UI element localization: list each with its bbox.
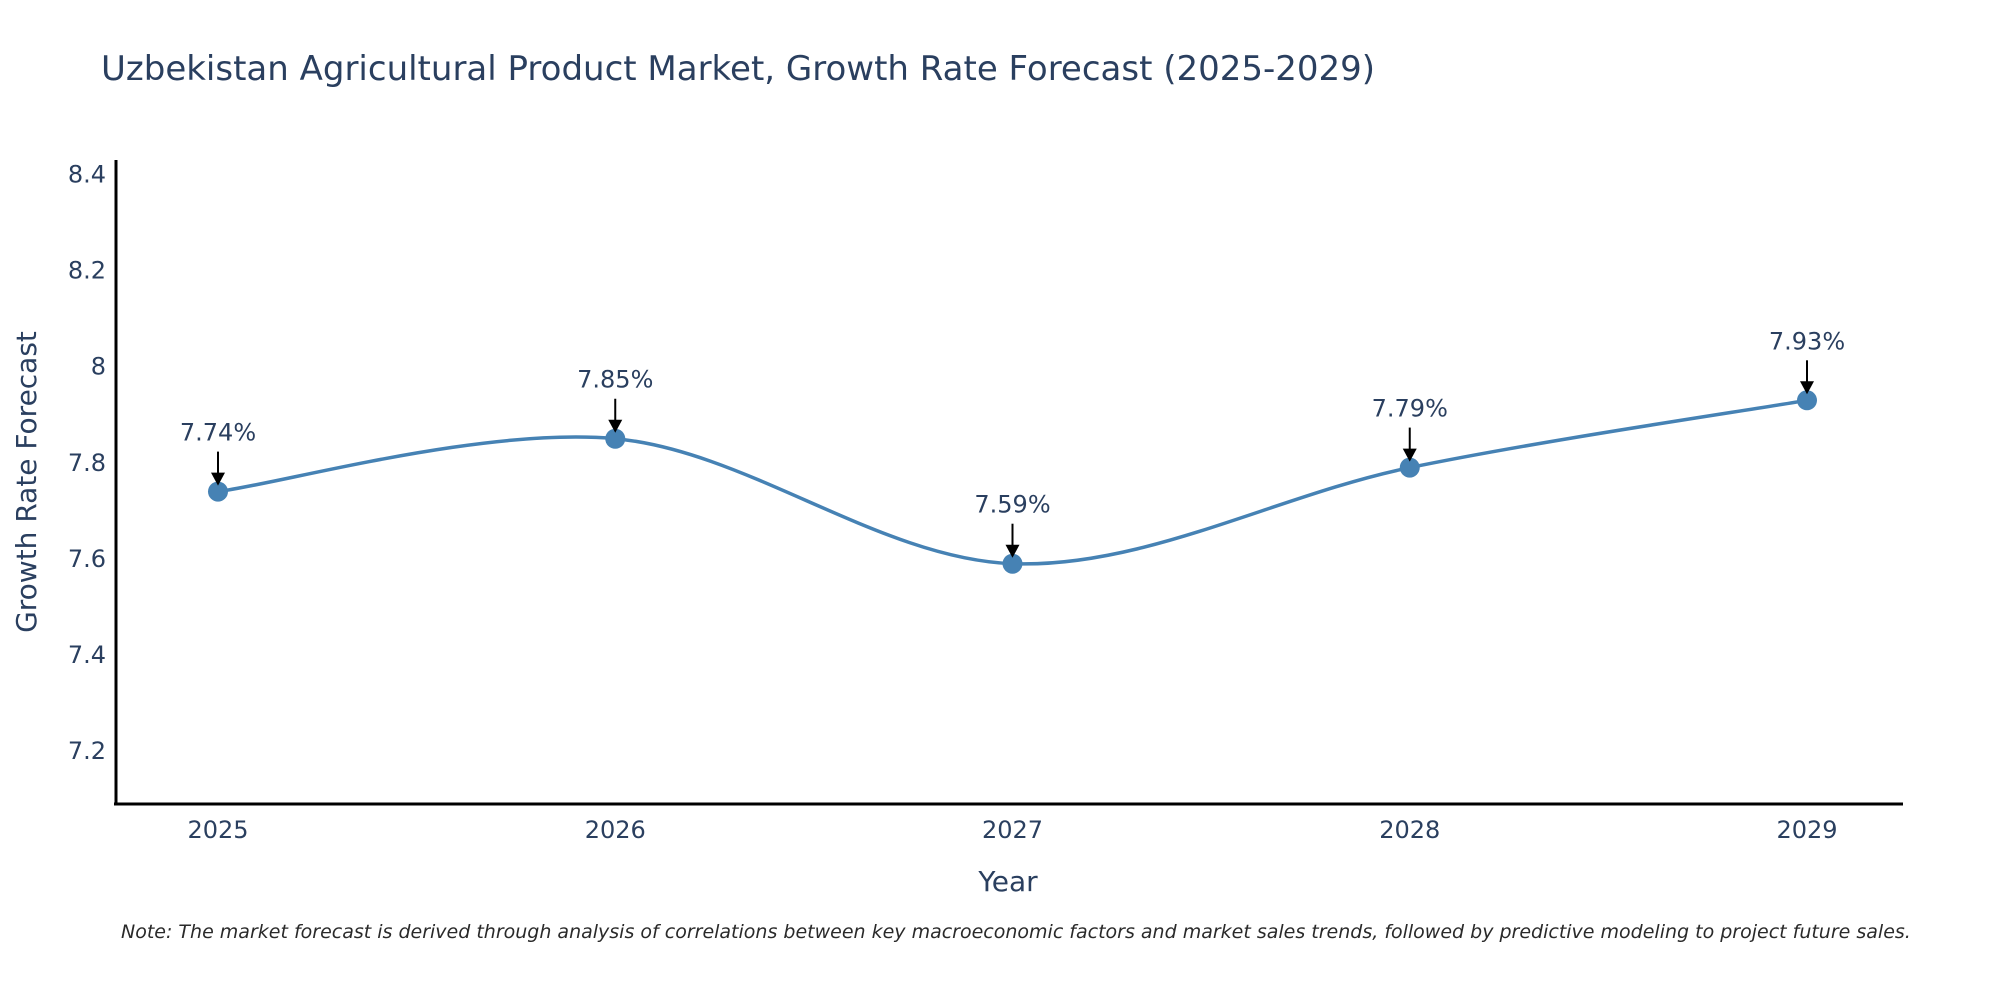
data-label: 7.93%	[1769, 327, 1845, 355]
x-tick-label: 2029	[1776, 816, 1837, 844]
data-label: 7.85%	[577, 366, 653, 394]
x-tick-label: 2028	[1379, 816, 1440, 844]
y-tick-label: 8	[91, 353, 106, 381]
y-axis-ticks: 7.2 7.4 7.6 7.8 8 8.2 8.4	[68, 160, 106, 765]
y-tick-label: 7.6	[68, 545, 106, 573]
data-label-annotation: 7.79%	[1372, 395, 1448, 462]
data-point	[208, 481, 228, 502]
data-point	[1797, 390, 1817, 411]
annotation-arrow-head	[1800, 381, 1814, 395]
data-point	[1399, 457, 1420, 478]
y-tick-label: 7.4	[68, 641, 106, 669]
y-tick-label: 7.8	[68, 449, 106, 477]
y-tick-label: 8.4	[68, 160, 106, 188]
x-axis-ticks: 2025 2026 2027 2028 2029	[187, 816, 1837, 844]
x-tick-label: 2027	[982, 816, 1043, 844]
series-markers	[208, 390, 1817, 574]
data-label-annotation: 7.59%	[974, 491, 1051, 558]
data-label-annotation: 7.85%	[577, 366, 653, 433]
x-axis-title: Year	[977, 865, 1038, 898]
data-label: 7.59%	[974, 491, 1050, 519]
data-point	[605, 428, 626, 449]
data-label-annotations: 7.74% 7.85% 7.59% 7.79% 7.93%	[180, 327, 1845, 558]
data-label: 7.79%	[1372, 395, 1448, 423]
annotation-arrow-head	[1005, 544, 1020, 558]
data-label-annotation: 7.74%	[180, 419, 256, 486]
annotation-arrow-head	[1402, 448, 1417, 462]
annotation-arrow-head	[608, 419, 623, 433]
data-label: 7.74%	[180, 419, 256, 447]
y-tick-label: 8.2	[68, 257, 106, 285]
y-axis-title: Growth Rate Forecast	[10, 331, 43, 633]
annotation-arrow-head	[211, 472, 225, 486]
footnote: Note: The market forecast is derived thr…	[121, 921, 1911, 943]
x-tick-label: 2025	[187, 816, 248, 844]
chart-title: Uzbekistan Agricultural Product Market, …	[101, 49, 1375, 89]
y-tick-label: 7.2	[68, 737, 106, 765]
data-label-annotation: 7.93%	[1769, 327, 1845, 395]
x-tick-label: 2026	[585, 816, 646, 844]
data-point	[1002, 553, 1023, 574]
